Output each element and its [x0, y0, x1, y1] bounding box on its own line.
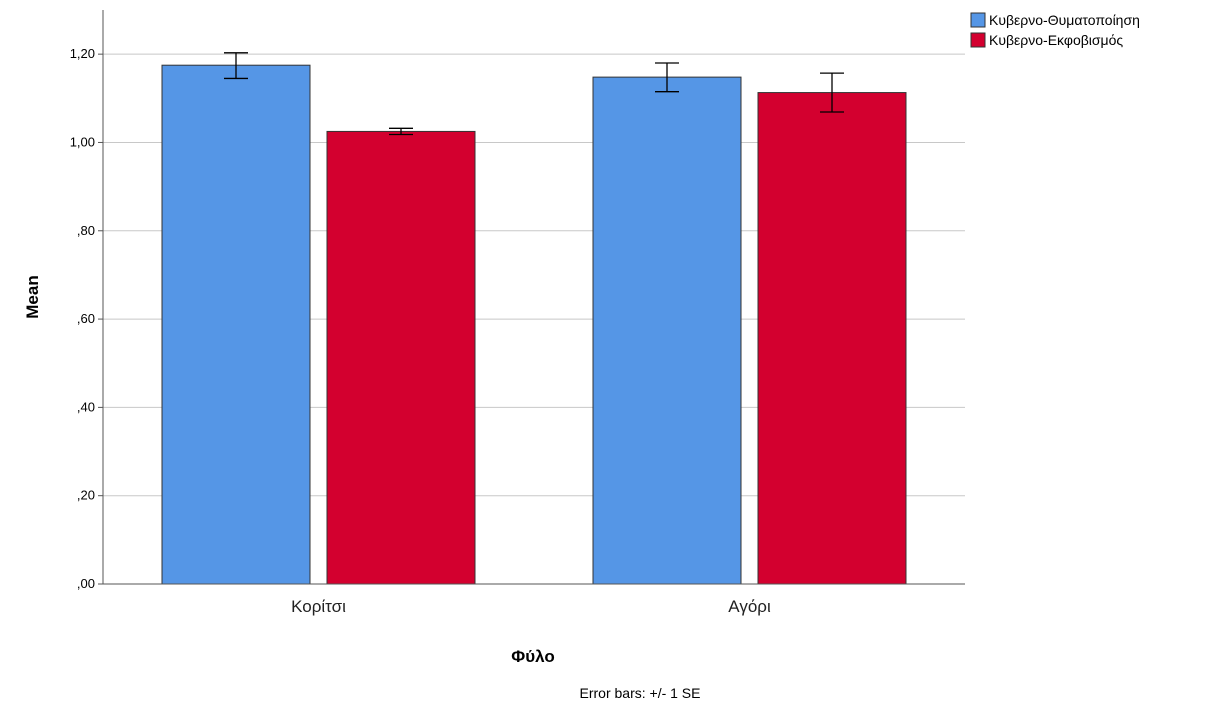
- bar: [757, 92, 907, 585]
- y-axis-ticks: ,00 ,20 ,40 ,60 ,80 1,00 1,20: [70, 46, 103, 591]
- y-tick-label: 1,00: [70, 134, 95, 149]
- y-tick-label: ,40: [77, 399, 95, 414]
- bar: [326, 130, 476, 585]
- bar: [161, 64, 311, 585]
- y-tick-label: ,00: [77, 576, 95, 591]
- x-axis-categories: Κορίτσι Αγόρι: [291, 597, 771, 616]
- legend-swatch: [970, 32, 986, 48]
- bars: [161, 64, 907, 585]
- y-tick-label: ,80: [77, 223, 95, 238]
- y-tick-label: ,20: [77, 488, 95, 503]
- y-axis-label: Mean: [23, 275, 42, 318]
- legend-label: Κυβερνο-Εκφοβισμός: [989, 32, 1123, 48]
- bar: [592, 76, 742, 585]
- error-bars-note: Error bars: +/- 1 SE: [580, 685, 701, 701]
- x-axis-label: Φύλο: [511, 647, 554, 666]
- x-category-label: Αγόρι: [728, 597, 771, 616]
- x-category-label: Κορίτσι: [291, 597, 346, 616]
- legend: Κυβερνο-Θυματοποίηση Κυβερνο-Εκφοβισμός: [970, 12, 1140, 48]
- y-tick-label: 1,20: [70, 46, 95, 61]
- legend-swatch: [970, 12, 986, 28]
- y-tick-label: ,60: [77, 311, 95, 326]
- legend-label: Κυβερνο-Θυματοποίηση: [989, 12, 1140, 28]
- error-bars: [224, 52, 844, 136]
